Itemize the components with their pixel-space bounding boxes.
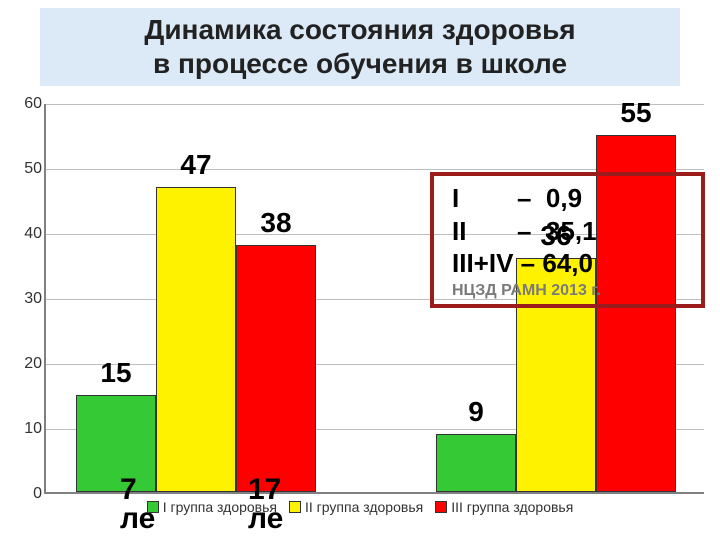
- bar-value-label: 9: [468, 396, 484, 428]
- annot-line-1: I – 0,9: [452, 182, 683, 215]
- annot-line-2: II – 35,1: [452, 215, 683, 248]
- legend-label: III группа здоровья: [451, 499, 573, 515]
- page-title: Динамика состояния здоровьяв процессе об…: [144, 13, 575, 80]
- legend-swatch: [289, 501, 301, 513]
- bar-value-label: 55: [620, 97, 651, 129]
- legend-item: I группа здоровья: [147, 499, 277, 515]
- annot-source: НЦЗД РАМН 2013 г.: [452, 282, 683, 300]
- ytick-label: 10: [6, 420, 42, 438]
- annotation-box: I – 0,9 II – 35,1 III+IV – 64,0 НЦЗД РАМ…: [430, 172, 705, 308]
- legend-swatch: [147, 501, 159, 513]
- ytick-label: 50: [6, 160, 42, 178]
- annot-line-3: III+IV – 64,0: [452, 247, 683, 280]
- legend-item: II группа здоровья: [289, 499, 423, 515]
- legend-label: I группа здоровья: [163, 499, 277, 515]
- legend-item: III группа здоровья: [435, 499, 573, 515]
- legend: I группа здоровья II группа здоровья III г…: [0, 499, 720, 516]
- legend-swatch: [435, 501, 447, 513]
- bar-value-label: 38: [260, 207, 291, 239]
- gridline: [46, 104, 704, 105]
- bar: [236, 245, 316, 492]
- bar: [436, 434, 516, 493]
- chart-area: 0102030405060 15473893655 I – 0,9 II – 3…: [0, 94, 720, 540]
- bar: [156, 187, 236, 493]
- ytick-label: 40: [6, 225, 42, 243]
- ytick-label: 20: [6, 355, 42, 373]
- title-band: Динамика состояния здоровьяв процессе об…: [40, 8, 680, 86]
- legend-label: II группа здоровья: [305, 499, 423, 515]
- bar-value-label: 15: [100, 357, 131, 389]
- ytick-label: 60: [6, 95, 42, 113]
- bar-value-label: 47: [180, 149, 211, 181]
- ytick-label: 30: [6, 290, 42, 308]
